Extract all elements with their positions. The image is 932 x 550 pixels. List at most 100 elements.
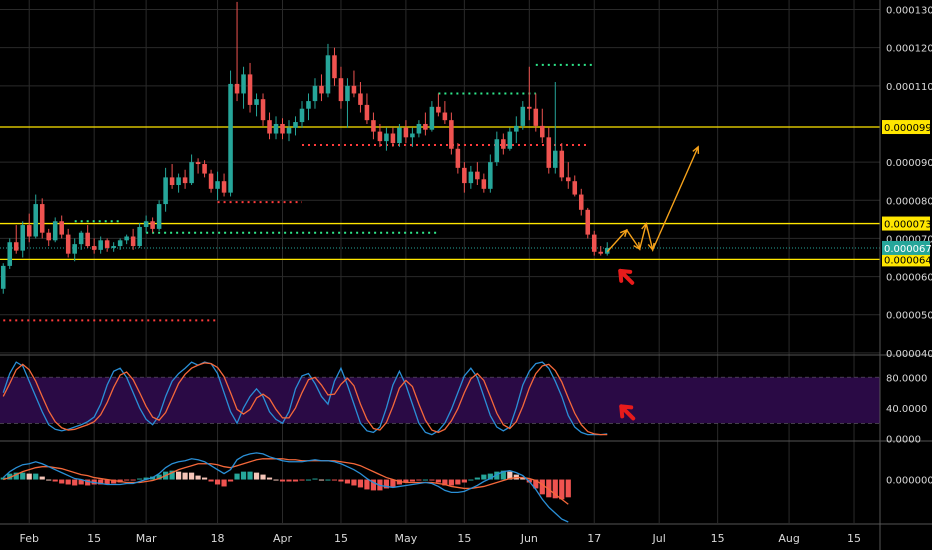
macd-histogram-bar: [533, 479, 539, 489]
candle-body: [351, 85, 357, 94]
macd-histogram-bar: [305, 479, 312, 481]
candle-body: [33, 204, 38, 237]
stochastic-overbought-oversold-band: [0, 377, 880, 424]
macd-histogram-bar: [481, 474, 487, 480]
candle-body: [598, 251, 604, 254]
candle-body: [306, 101, 311, 109]
time-axis[interactable]: Feb 15 Mar 18 Apr 15 May 15 Jun 17 Jul 15 Aug 15: [19, 532, 861, 545]
macd-histogram-bar: [98, 479, 104, 485]
candle-body: [20, 225, 26, 251]
macd-histogram-bar: [344, 479, 351, 484]
macd-histogram-bar: [176, 471, 182, 480]
projection-arrowhead: [647, 242, 655, 252]
price-marker-arrow[interactable]: [618, 268, 635, 285]
candle-body: [377, 131, 383, 142]
macd-histogram-bar: [468, 479, 474, 481]
candle-body: [78, 232, 84, 245]
macd-histogram-bar: [461, 479, 467, 483]
macd-histogram-bar: [364, 479, 370, 490]
macd-histogram-bar: [318, 479, 325, 481]
candle-body: [501, 139, 506, 149]
macd-histogram-bar: [500, 470, 506, 480]
candle-body: [462, 167, 467, 184]
candle-body: [436, 106, 441, 113]
macd-histogram-bar: [539, 479, 545, 495]
macd-histogram-bar: [39, 476, 45, 480]
candle-body: [572, 181, 578, 195]
candle-body: [39, 204, 45, 233]
candle-body: [455, 148, 461, 168]
price-candles: [0, 1, 610, 294]
candle-body: [364, 104, 370, 121]
candle-body: [169, 177, 175, 186]
macd-histogram-bar: [312, 478, 318, 480]
macd-histogram-bar: [78, 479, 84, 485]
macd-histogram-bar: [111, 479, 117, 484]
candle-body: [150, 221, 155, 229]
macd-panel-marks: [0, 452, 571, 523]
time-tick-label: Aug: [778, 532, 799, 545]
annotation-markers[interactable]: [618, 268, 636, 421]
candle-body: [260, 99, 266, 121]
stochastic-lines: [2, 361, 608, 436]
macd-histogram-bar: [559, 479, 565, 500]
candle-body: [546, 137, 552, 168]
macd-histogram-bar: [208, 479, 214, 482]
level-price-tag: 0.0000739: [884, 220, 932, 231]
candle-body: [176, 177, 181, 186]
macd-histogram-bar: [201, 477, 208, 480]
stochastic-d-line: [2, 362, 608, 436]
macd-histogram-bar: [124, 479, 130, 481]
last-price-tag-box: [882, 240, 930, 255]
macd-histogram-bar: [234, 473, 240, 480]
candle-body: [228, 83, 233, 193]
candle-body: [591, 234, 597, 252]
macd-histogram-bar: [240, 471, 247, 480]
macd-histogram-bar: [20, 472, 26, 480]
level-price-tag: 0.0000992: [884, 123, 932, 134]
macd-histogram-bar: [292, 479, 299, 482]
candle-body: [494, 139, 500, 163]
time-tick-label: Apr: [273, 532, 293, 545]
stochastic-k-line: [2, 361, 608, 436]
candle-body: [143, 221, 149, 227]
candle-body: [13, 242, 19, 251]
candle-body: [488, 162, 493, 189]
time-tick-label: 15: [847, 532, 861, 545]
candle-body: [91, 246, 97, 250]
candle-body: [104, 240, 110, 248]
macd-histogram-bar: [7, 473, 13, 480]
macd-histogram-bar: [279, 479, 286, 482]
candle-body: [195, 162, 201, 165]
candle-body: [189, 162, 194, 184]
candle-body: [358, 93, 363, 105]
candle-body: [26, 225, 32, 237]
macd-histogram-bar: [357, 479, 364, 488]
stochastic-marker-arrow[interactable]: [619, 404, 636, 421]
macd-histogram-bar: [325, 479, 331, 481]
price-projection[interactable]: [606, 145, 700, 253]
candle-body: [247, 74, 253, 105]
macd-histogram-bar: [130, 479, 136, 481]
macd-histogram-bar: [182, 472, 188, 480]
macd-histogram-bar: [253, 472, 260, 480]
candle-body: [345, 85, 350, 102]
price-tick-label: 0.0000400: [886, 349, 932, 360]
projection-path[interactable]: [606, 146, 699, 253]
macd-signal-line: [3, 458, 569, 505]
macd-histogram-bar: [221, 479, 227, 487]
projection-arrowhead: [633, 242, 641, 251]
candle-body: [325, 55, 331, 94]
macd-line: [2, 452, 569, 523]
level-price-tag-box: [882, 252, 930, 267]
macd-histogram-bar: [429, 479, 435, 481]
stochastic-tick-label: 80.0000: [886, 373, 927, 384]
candle-body: [384, 133, 389, 142]
candle-body: [254, 99, 259, 105]
